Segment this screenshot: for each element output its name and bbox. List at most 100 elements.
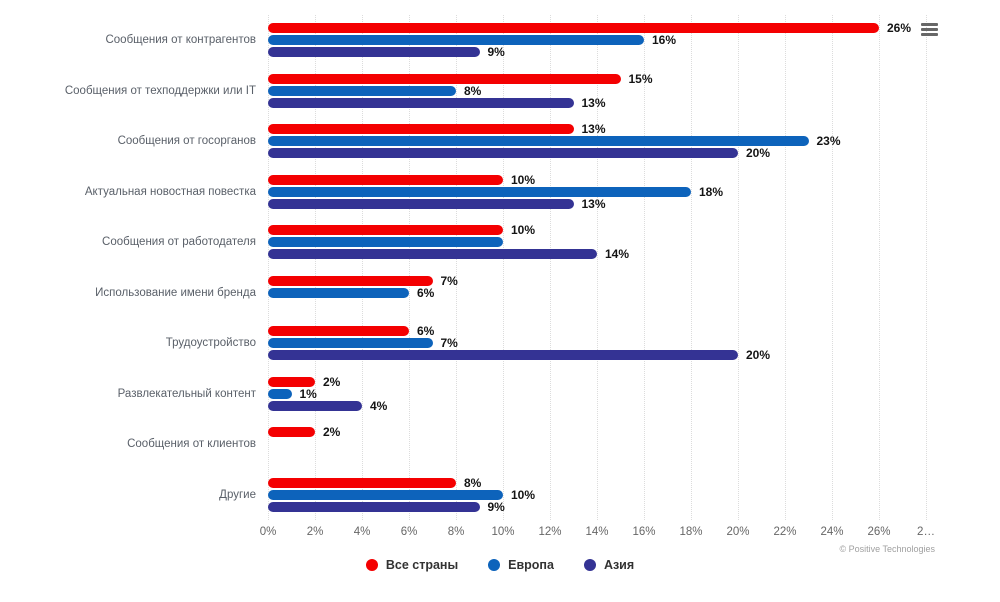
bar-Азия[interactable] xyxy=(268,97,574,108)
data-label: 6% xyxy=(417,324,435,339)
data-label: 8% xyxy=(464,475,482,490)
gridline xyxy=(315,15,316,520)
bar-Азия[interactable] xyxy=(268,198,574,209)
x-axis-tick-label: 0% xyxy=(259,526,277,538)
bar-Все страны[interactable] xyxy=(268,73,621,84)
bar-Все страны[interactable] xyxy=(268,124,574,135)
hamburger-line xyxy=(921,23,938,26)
bar-Азия[interactable] xyxy=(268,148,738,159)
hamburger-line xyxy=(921,28,938,31)
x-axis-tick-label: 18% xyxy=(679,526,703,538)
data-label: 13% xyxy=(581,122,606,137)
bar-Все страны[interactable] xyxy=(268,427,315,438)
x-axis-tick-label: 22% xyxy=(773,526,797,538)
x-axis-tick-label: 10% xyxy=(491,526,515,538)
legend-marker-icon xyxy=(488,559,501,571)
gridline xyxy=(832,15,833,520)
bar-Европа[interactable] xyxy=(268,388,292,399)
data-label: 23% xyxy=(816,134,841,149)
category-label: Сообщения от работодателя xyxy=(102,236,256,249)
data-label: 10% xyxy=(511,172,536,187)
gridline xyxy=(550,15,551,520)
data-label: 2% xyxy=(323,374,341,389)
bar-Европа[interactable] xyxy=(268,186,691,197)
bar-Европа[interactable] xyxy=(268,489,503,500)
bar-Все страны[interactable] xyxy=(268,326,409,337)
category-label: Использование имени бренда xyxy=(95,286,256,299)
data-label: 20% xyxy=(746,348,771,363)
credits-link[interactable]: © Positive Technologies xyxy=(839,544,935,554)
bar-Европа[interactable] xyxy=(268,338,433,349)
category-label: Актуальная новостная повестка xyxy=(84,185,256,198)
category-label: Сообщения от клиентов xyxy=(127,438,256,451)
bar-Все страны[interactable] xyxy=(268,376,315,387)
bar-Европа[interactable] xyxy=(268,35,644,46)
data-label: 13% xyxy=(581,95,606,110)
gridline xyxy=(785,15,786,520)
category-label: Сообщения от техподдержки или IT xyxy=(64,84,256,97)
gridline xyxy=(268,15,269,520)
bar-Европа[interactable] xyxy=(268,85,456,96)
x-axis-tick-label: 12% xyxy=(538,526,562,538)
gridline xyxy=(738,15,739,520)
gridline xyxy=(362,15,363,520)
category-label: Сообщения от госорганов xyxy=(117,135,256,148)
category-label: Развлекательный контент xyxy=(117,387,256,400)
data-label: 6% xyxy=(417,285,435,300)
bar-Европа[interactable] xyxy=(268,287,409,298)
x-axis-tick-label: 14% xyxy=(585,526,609,538)
bar-Все страны[interactable] xyxy=(268,225,503,236)
x-axis-tick-label: 20% xyxy=(726,526,750,538)
data-label: 10% xyxy=(511,487,536,502)
legend-label: Европа xyxy=(508,558,554,572)
bar-Европа[interactable] xyxy=(268,136,809,147)
x-axis-tick-label: 2% xyxy=(306,526,324,538)
data-label: 4% xyxy=(370,398,388,413)
bar-Азия[interactable] xyxy=(268,350,738,361)
gridline xyxy=(879,15,880,520)
gridline xyxy=(691,15,692,520)
category-label: Сообщения от контрагентов xyxy=(105,34,256,47)
bar-Европа[interactable] xyxy=(268,237,503,248)
hamburger-menu-icon[interactable] xyxy=(921,23,938,38)
bar-Азия[interactable] xyxy=(268,249,597,260)
x-axis-tick-label: 2… xyxy=(917,526,935,538)
bar-Все страны[interactable] xyxy=(268,174,503,185)
gridline xyxy=(644,15,645,520)
x-axis-tick-label: 8% xyxy=(447,526,465,538)
legend-label: Все страны xyxy=(385,558,459,572)
category-label: Другие xyxy=(219,488,256,501)
bar-Все страны[interactable] xyxy=(268,477,456,488)
hamburger-line xyxy=(921,33,938,36)
data-label: 7% xyxy=(440,336,458,351)
data-label: 1% xyxy=(299,386,317,401)
data-label: 15% xyxy=(628,71,653,86)
data-label: 9% xyxy=(487,499,505,514)
legend-marker-icon xyxy=(583,559,596,571)
x-axis-tick-label: 4% xyxy=(353,526,371,538)
legend-item-Европа[interactable]: Европа xyxy=(488,558,554,572)
bar-Азия[interactable] xyxy=(268,47,480,58)
bar-Все страны[interactable] xyxy=(268,275,433,286)
data-label: 10% xyxy=(511,223,536,238)
data-label: 16% xyxy=(652,33,677,48)
data-label: 8% xyxy=(464,83,482,98)
gridline xyxy=(926,15,927,520)
bar-Все страны[interactable] xyxy=(268,23,879,34)
legend-item-Все страны[interactable]: Все страны xyxy=(365,558,459,572)
x-axis-tick-label: 24% xyxy=(820,526,844,538)
data-label: 2% xyxy=(323,425,341,440)
data-label: 7% xyxy=(440,273,458,288)
data-label: 9% xyxy=(487,45,505,60)
legend-label: Азия xyxy=(603,558,635,572)
x-axis-tick-label: 16% xyxy=(632,526,656,538)
data-label: 13% xyxy=(581,196,606,211)
x-axis-tick-label: 6% xyxy=(400,526,418,538)
bar-Азия[interactable] xyxy=(268,501,480,512)
data-label: 18% xyxy=(699,184,724,199)
legend-marker-icon xyxy=(365,559,378,571)
category-label: Трудоустройство xyxy=(165,337,256,350)
legend-item-Азия[interactable]: Азия xyxy=(583,558,635,572)
bar-Азия[interactable] xyxy=(268,400,362,411)
gridline xyxy=(409,15,410,520)
